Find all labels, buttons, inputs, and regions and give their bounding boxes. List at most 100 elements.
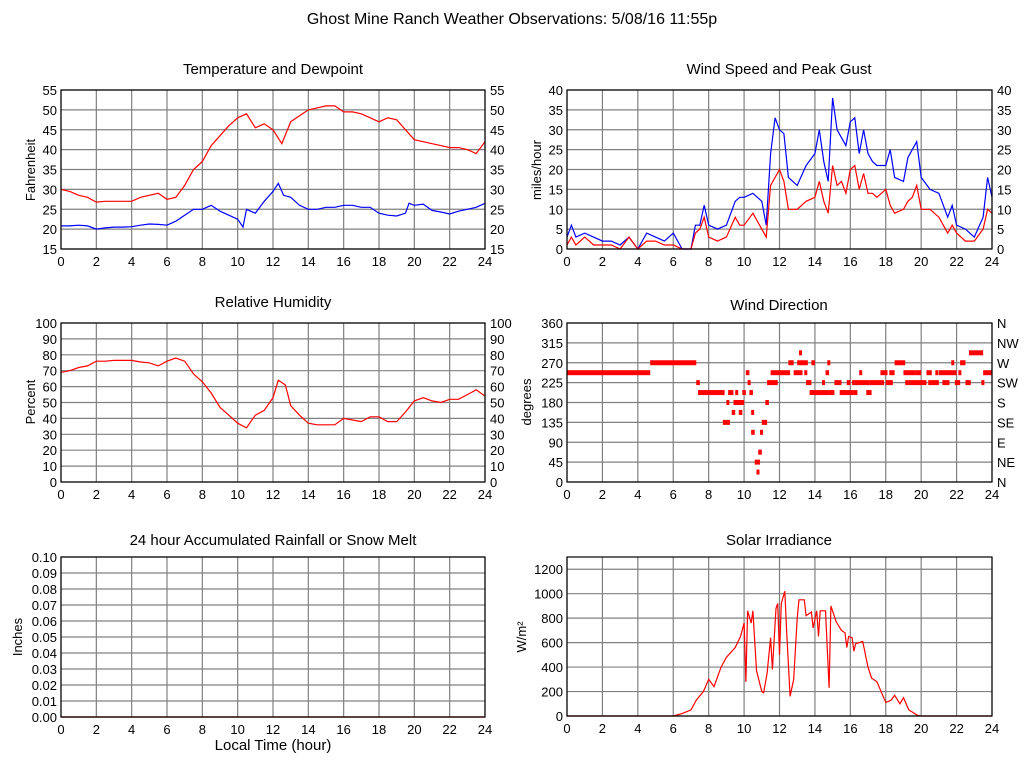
- wind-direction-point: [866, 390, 872, 396]
- x-tick-label: 2: [93, 487, 100, 502]
- x-tick-label: 0: [57, 722, 64, 737]
- x-tick-label: 0: [563, 721, 570, 736]
- wind-direction-point: [567, 370, 651, 376]
- x-tick-label: 16: [336, 487, 350, 502]
- x-tick-label: 22: [949, 487, 963, 502]
- wind-direction-point: [742, 390, 746, 396]
- y-tick-label-right: 20: [490, 443, 504, 458]
- wind-direction-point: [859, 370, 863, 376]
- x-tick-label: 2: [599, 487, 606, 502]
- y-tick-label-right: 20: [490, 222, 504, 237]
- x-tick-label: 12: [772, 721, 786, 736]
- x-tick-label: 22: [949, 254, 963, 269]
- y-tick-label: 20: [43, 443, 57, 458]
- x-tick-label: 24: [478, 254, 492, 269]
- x-tick-label: 14: [808, 487, 822, 502]
- wind-direction-point: [749, 390, 753, 396]
- x-tick-label: 10: [737, 254, 751, 269]
- wind-direction-point: [745, 370, 750, 376]
- wind-direction-point: [908, 380, 927, 386]
- y-tick-label-right: 35: [490, 163, 504, 178]
- y-tick-label-right: 70: [490, 364, 504, 379]
- wind-direction-point: [797, 360, 808, 366]
- wind-direction-point: [728, 390, 734, 396]
- x-tick-label: 22: [442, 254, 456, 269]
- y-tick-label-right: 30: [490, 182, 504, 197]
- wind-direction-point: [965, 380, 971, 386]
- x-tick-label: 8: [705, 721, 712, 736]
- x-tick-label: 24: [478, 722, 492, 737]
- wind-direction-point: [825, 370, 830, 376]
- y-tick-label: 0.09: [32, 566, 57, 581]
- wind-direction-point: [798, 350, 802, 356]
- y-tick-label: 30: [43, 427, 57, 442]
- wind-direction-point: [960, 360, 966, 366]
- x-tick-label: 16: [336, 722, 350, 737]
- y-tick-label: 80: [43, 348, 57, 363]
- y-tick-label: 55: [43, 83, 57, 98]
- ylabel-wind-direction: degrees: [519, 378, 534, 425]
- x-tick-label: 2: [599, 254, 606, 269]
- chart-title-humidity: Relative Humidity: [215, 294, 332, 311]
- x-tick-label: 6: [163, 722, 170, 737]
- x-tick-label: 22: [442, 722, 456, 737]
- wind-direction-point: [846, 380, 851, 386]
- ylabel-rainfall: Inches: [10, 617, 25, 656]
- y-tick-label: 35: [549, 103, 563, 118]
- y-tick-label: 25: [549, 143, 563, 158]
- y-tick-label: 0: [556, 242, 563, 257]
- x-tick-label: 2: [599, 721, 606, 736]
- wind-direction-point: [885, 380, 893, 386]
- y-tick-label: 270: [541, 356, 563, 371]
- x-tick-label: 0: [563, 254, 570, 269]
- y-tick-label: 400: [541, 660, 563, 675]
- y-tick-label: 1200: [534, 562, 563, 577]
- plot-frame: [60, 556, 486, 718]
- y-tick-label: 45: [549, 455, 563, 470]
- x-tick-label: 4: [128, 722, 135, 737]
- y-tick-label: 10: [43, 459, 57, 474]
- y-tick-label: 1000: [534, 587, 563, 602]
- y-tick-label-right: SE: [997, 415, 1015, 430]
- wind-direction-point: [829, 390, 835, 396]
- wind-direction-point: [981, 380, 985, 386]
- x-tick-label: 24: [478, 487, 492, 502]
- series-line-temperature-1: [61, 182, 486, 230]
- y-tick-label: 45: [43, 123, 57, 138]
- wind-direction-point: [935, 370, 939, 376]
- y-tick-label: 70: [43, 364, 57, 379]
- y-tick-label: 200: [541, 685, 563, 700]
- x-tick-label: 10: [230, 254, 244, 269]
- y-tick-label: 0: [556, 475, 563, 490]
- y-tick-label: 60: [43, 380, 57, 395]
- wind-direction-point: [804, 370, 808, 376]
- wind-direction-point: [958, 370, 962, 376]
- y-tick-label-right: NW: [997, 336, 1019, 351]
- y-tick-label: 25: [43, 202, 57, 217]
- y-tick-label-right: 25: [997, 143, 1011, 158]
- y-tick-label: 50: [43, 396, 57, 411]
- wind-direction-point: [754, 459, 761, 465]
- y-tick-label: 100: [35, 316, 57, 331]
- y-tick-label: 0.02: [32, 678, 57, 693]
- series-line-wind-speed-0: [566, 97, 993, 251]
- page-title: Ghost Mine Ranch Weather Observations: 5…: [307, 11, 717, 28]
- wind-direction-point: [726, 400, 730, 405]
- y-tick-label-right: 45: [490, 123, 504, 138]
- y-tick-label: 0.07: [32, 598, 57, 613]
- y-tick-label-right: 0: [997, 242, 1004, 257]
- y-tick-label: 180: [541, 396, 563, 411]
- x-tick-label: 14: [808, 254, 822, 269]
- chart-rainfall: 0 2 4 6 8 10 12 14 16 18 20 22 240.000.010.020.030.0…: [32, 550, 493, 737]
- wind-direction-point: [968, 350, 984, 356]
- y-tick-label-right: 55: [490, 83, 504, 98]
- y-tick-label: 40: [43, 143, 57, 158]
- y-tick-label: 30: [549, 123, 563, 138]
- y-tick-label-right: 15: [490, 242, 504, 257]
- wind-direction-point: [822, 380, 825, 386]
- x-tick-label: 12: [772, 254, 786, 269]
- y-tick-label-right: 40: [997, 83, 1011, 98]
- x-tick-label: 2: [93, 722, 100, 737]
